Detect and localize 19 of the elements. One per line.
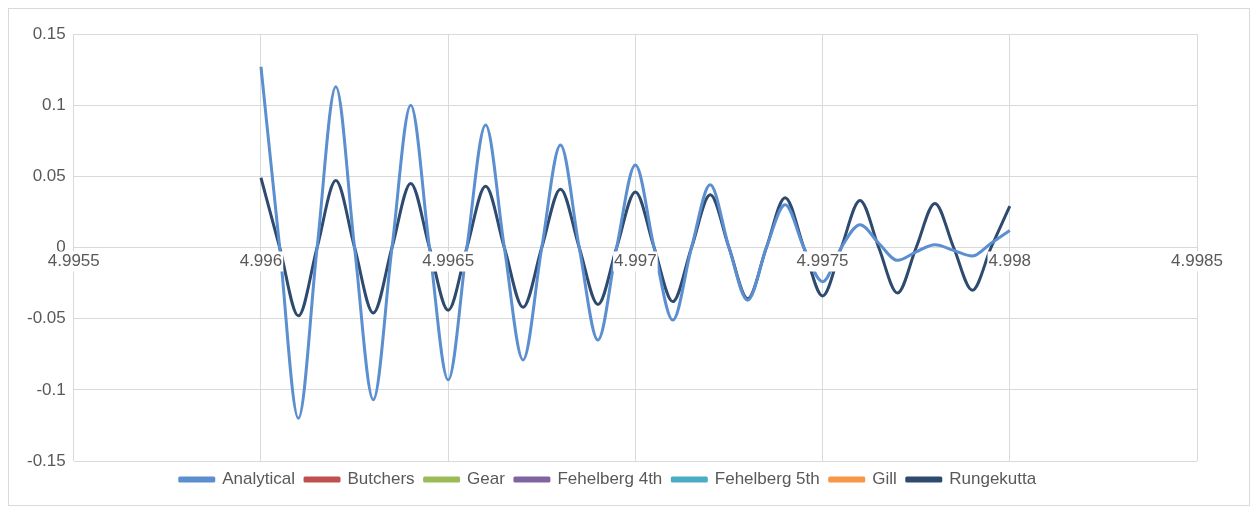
x-tick-label: 4.9985 — [1171, 250, 1223, 270]
legend-label: Rungekutta — [949, 469, 1037, 489]
legend-label: Analytical — [222, 469, 296, 489]
legend-label: Butchers — [347, 469, 415, 489]
x-tick-label: 4.997 — [614, 250, 657, 270]
y-tick-label: 0.15 — [32, 23, 66, 43]
legend-label: Gill — [872, 469, 897, 489]
y-tick-label: -0.05 — [27, 308, 66, 328]
y-tick-label: 0.1 — [42, 94, 66, 114]
x-tick-label: 4.996 — [239, 250, 283, 270]
x-tick-label: 4.9975 — [796, 250, 849, 270]
x-tick-label: 4.998 — [988, 250, 1032, 270]
legend-label: Fehelberg 4th — [557, 469, 663, 489]
x-tick-label: 4.9965 — [422, 250, 475, 270]
legend-label: Fehelberg 5th — [714, 469, 820, 489]
y-tick-label: -0.1 — [36, 379, 66, 399]
y-tick-label: -0.15 — [27, 450, 66, 470]
y-tick-label: 0.05 — [32, 166, 66, 186]
legend-label: Gear — [467, 469, 506, 489]
